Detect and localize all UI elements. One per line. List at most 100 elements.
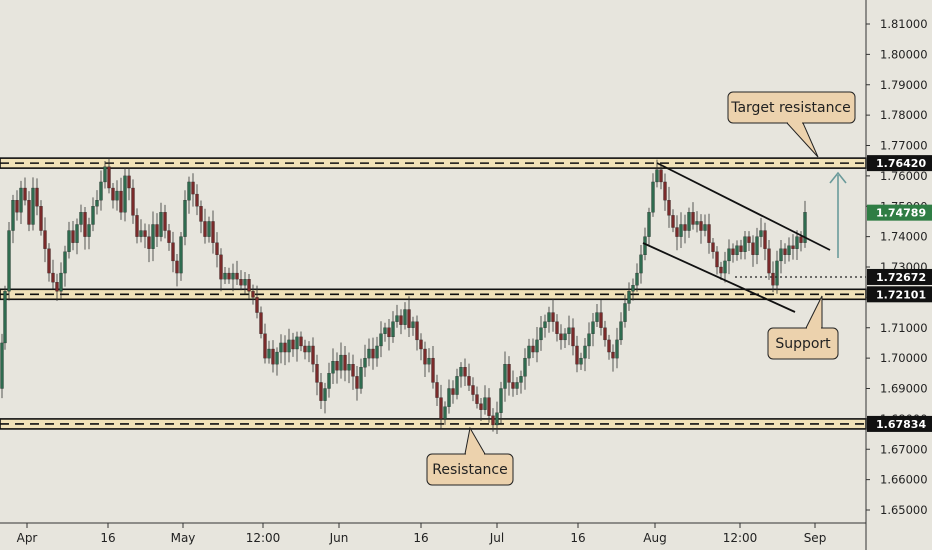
x-axis[interactable]: Apr 16 May 12:00 Jun 16 Jul 16 Aug 12:00 Sep <box>0 522 866 545</box>
candle-body <box>571 327 575 347</box>
candle-body <box>611 351 615 359</box>
candle-body <box>539 327 543 341</box>
y-tick-label: 1.76000 <box>880 169 928 183</box>
x-tick-label: 16 <box>100 531 115 545</box>
candle-body <box>659 169 663 183</box>
candle-body <box>419 339 423 350</box>
candle-body <box>39 206 43 231</box>
candle-body <box>119 190 123 213</box>
candle-body <box>215 242 219 255</box>
candle-body <box>219 254 223 280</box>
candle-body <box>127 175 131 189</box>
candle-body <box>471 385 475 395</box>
candle-body <box>0 342 4 389</box>
candle-body <box>387 327 391 338</box>
candle-body <box>199 206 203 222</box>
candle-body <box>447 388 451 407</box>
candle-body <box>435 382 439 398</box>
candle-body <box>579 357 583 365</box>
x-tick-label: 12:00 <box>246 531 281 545</box>
candle-body <box>739 245 743 252</box>
candle-body <box>187 181 191 201</box>
candle-body <box>143 230 147 237</box>
candle-body <box>91 206 95 225</box>
candle-body <box>463 367 467 377</box>
candle-body <box>355 376 359 389</box>
candle-body <box>59 272 63 292</box>
candle-body <box>515 382 519 389</box>
candle-body <box>507 364 511 383</box>
candle-body <box>47 248 51 274</box>
candle-body <box>255 297 259 313</box>
candle-body <box>151 224 155 249</box>
callout-target-resistance-label: Target resistance <box>730 100 851 116</box>
candle-body <box>271 348 275 365</box>
candle-body <box>531 345 535 353</box>
candle-body <box>343 354 347 371</box>
candle-body <box>583 345 587 359</box>
y-tick-label: 1.81000 <box>880 17 928 31</box>
candle-body <box>159 212 163 237</box>
candle-body <box>511 382 515 389</box>
candle-body <box>395 315 399 322</box>
y-tick-label: 1.70000 <box>880 351 928 365</box>
candle-body <box>759 230 763 237</box>
candle-body <box>423 348 427 365</box>
candle-body <box>327 373 331 389</box>
candle-body <box>731 248 735 255</box>
candle-body <box>587 333 591 347</box>
candle-body <box>683 224 687 231</box>
candle-body <box>283 342 287 353</box>
candle-body <box>279 342 283 353</box>
candle-body <box>263 333 267 359</box>
candle-body <box>779 248 783 262</box>
candle-body <box>439 397 443 420</box>
candle-body <box>687 212 691 231</box>
price-level-tag <box>867 155 932 172</box>
x-tick-label: 16 <box>570 531 585 545</box>
candle-body <box>523 357 527 377</box>
x-tick-label: Sep <box>804 531 827 545</box>
candle-body <box>615 339 619 359</box>
candle-body <box>111 187 115 201</box>
callout-target-resistance: Target resistance <box>727 91 856 158</box>
y-tick-label: 1.78000 <box>880 108 928 122</box>
candle-body <box>631 285 635 292</box>
candle-body <box>63 251 67 274</box>
candle-body <box>23 187 27 201</box>
candle-body <box>519 376 523 383</box>
candle-body <box>7 230 11 292</box>
y-tick-label: 1.74000 <box>880 230 928 244</box>
candle-body <box>331 361 335 374</box>
candle-body <box>227 272 231 280</box>
candle-body <box>655 169 659 183</box>
candle-body <box>295 336 299 350</box>
candle-body <box>495 412 499 426</box>
candle-body <box>251 291 255 298</box>
candle-body <box>703 224 707 231</box>
candle-body <box>691 212 695 225</box>
candle-body <box>443 406 447 420</box>
channel-lines <box>642 162 831 313</box>
y-tick-label: 1.80000 <box>880 47 928 61</box>
price-tag-label: 1.67834 <box>876 418 926 431</box>
candle-body <box>787 245 791 256</box>
candle-body <box>663 181 667 201</box>
candle-body <box>3 291 7 344</box>
candle-body <box>667 200 671 216</box>
candle-body <box>427 357 431 365</box>
candle-body <box>619 321 623 341</box>
candle-body <box>591 321 595 334</box>
candle-body <box>651 181 655 213</box>
candle-body <box>175 260 179 274</box>
candle-body <box>75 224 79 243</box>
candle-body <box>115 190 119 201</box>
price-level-tag <box>867 415 932 432</box>
y-tick-label: 1.67000 <box>880 442 928 456</box>
candle-body <box>375 345 379 359</box>
candle-body <box>595 312 599 322</box>
candle-body <box>799 236 803 243</box>
candle-body <box>315 364 319 383</box>
